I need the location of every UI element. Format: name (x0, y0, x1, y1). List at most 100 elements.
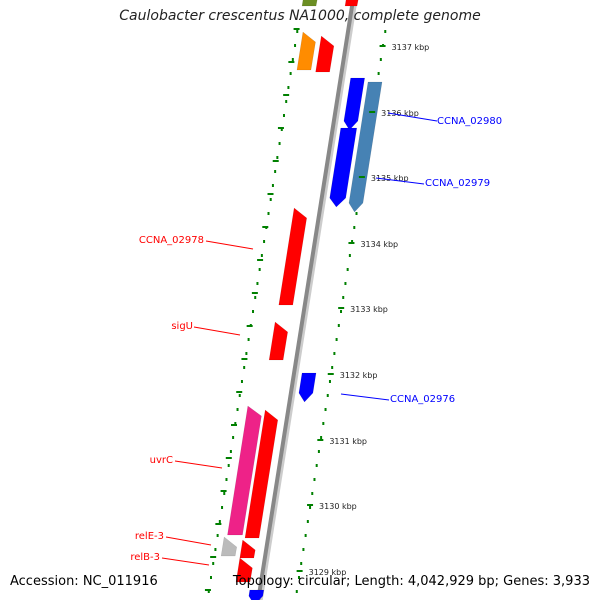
left-track-dot (223, 492, 226, 495)
left-track-dot (282, 114, 285, 117)
right-track-dot (346, 268, 349, 271)
right-track-dot (300, 562, 303, 565)
right-track-dot (320, 436, 323, 439)
left-track-tick (262, 226, 269, 228)
left-track-dot (227, 464, 230, 467)
gene-label: CCNA_02979 (425, 178, 490, 189)
kbp-tick-mark (358, 176, 365, 178)
left-track-dot (245, 352, 248, 355)
left-track-dot (278, 142, 281, 145)
genome-stats-text: Topology: circular; Length: 4,042,929 bp… (232, 574, 590, 589)
left-track-dot (280, 128, 283, 131)
left-track-dot (214, 548, 217, 551)
left-track-tick (283, 94, 290, 96)
right-track-dot (295, 590, 298, 593)
left-track-dot (276, 156, 279, 159)
gene-label-leader (387, 112, 438, 122)
left-track-dot (240, 380, 243, 383)
right-track-dot (315, 464, 318, 467)
right-track-dot (333, 352, 336, 355)
blue-gene-arrow-2 (329, 127, 358, 208)
gene-label: uvrC (150, 455, 173, 466)
left-track-dot (243, 366, 246, 369)
red-gene-arrow-rele3 (239, 539, 256, 559)
gene-arrows (220, 0, 383, 600)
left-track-dot (238, 394, 241, 397)
red-gene-arrow-relb3 (235, 557, 253, 583)
left-track-dot (209, 576, 212, 579)
kbp-tick-mark (327, 373, 334, 375)
right-track-dot (353, 226, 356, 229)
gene-label-leader (205, 240, 254, 250)
gene-label: CCNA_02976 (390, 394, 455, 405)
gene-label-leader (193, 326, 241, 336)
left-track-dot (258, 268, 261, 271)
left-track-tick (288, 61, 295, 63)
gene-label-leader (161, 557, 210, 566)
left-track-dot (263, 240, 266, 243)
right-track-dot (297, 576, 300, 579)
left-track-tick (293, 28, 300, 30)
kbp-label: 3134 kbp (360, 240, 398, 249)
kbp-tick-mark (307, 504, 314, 506)
kbp-tick-mark (348, 242, 355, 244)
kbp-label: 3136 kbp (381, 109, 419, 118)
kbp-label: 3131 kbp (329, 437, 367, 446)
left-track-dot (287, 86, 290, 89)
left-track-dot (225, 478, 228, 481)
left-track-dot (218, 520, 221, 523)
gene-label-texts: CCNA_02980 CCNA_02979 CCNA_02978 sigU CCNA_0… (130, 116, 502, 563)
gene-label-leader (375, 177, 425, 185)
accession-text: Accession: NC_011916 (10, 574, 158, 589)
left-track-tick (236, 391, 243, 393)
red-gene-arrow-long (244, 409, 279, 539)
left-track-tick (241, 358, 248, 360)
left-track-dot (252, 310, 255, 313)
kbp-label: 3137 kbp (392, 43, 430, 52)
blue-gene-arrow-bottom (248, 589, 265, 600)
left-track-tick (272, 160, 279, 162)
left-track-dot (254, 296, 257, 299)
left-track-dot (221, 506, 224, 509)
left-track-dot (267, 212, 270, 215)
magenta-gene-arrow-uvrc (227, 405, 262, 536)
right-track-dot (331, 366, 334, 369)
blue-gene-arrow-1 (343, 77, 365, 131)
right-track-dot (344, 282, 347, 285)
kbp-tick-mark (379, 45, 386, 47)
left-track-dot (285, 100, 288, 103)
red-gene-arrow-ccna02978 (278, 207, 307, 306)
left-track-dot (212, 562, 215, 565)
kbp-tick-mark (369, 111, 376, 113)
kbp-tick-mark (338, 307, 345, 309)
kbp-label: 3133 kbp (350, 305, 388, 314)
backbone (256, 0, 358, 600)
left-track-dot (247, 338, 250, 341)
right-track-dot (355, 212, 358, 215)
left-track-dot (260, 254, 263, 257)
gene-label: CCNA_02980 (437, 116, 502, 127)
right-track-dot (337, 324, 340, 327)
right-track-dot (322, 422, 325, 425)
right-track-dot (309, 506, 312, 509)
left-track-tick (246, 325, 253, 327)
kbp-label: 3129 kbp (309, 568, 347, 577)
right-track-dot (340, 310, 343, 313)
left-track-dot (256, 282, 259, 285)
right-track-dot (377, 72, 380, 75)
left-track-tick (225, 457, 232, 459)
left-track-dot (207, 590, 210, 593)
left-track-dot (294, 44, 297, 47)
gene-label-lines (161, 112, 438, 566)
right-track-dot (306, 520, 309, 523)
left-track-tick (267, 193, 274, 195)
left-track-tick (251, 292, 258, 294)
gene-label: CCNA_02978 (139, 235, 204, 246)
left-track-tick (210, 556, 217, 558)
blue-gene-arrow-ccna02976 (298, 372, 317, 403)
gene-label: sigU (171, 321, 193, 332)
orange-gene-arrow (296, 31, 316, 71)
right-track-dot (328, 380, 331, 383)
left-track-dot (291, 58, 294, 61)
red-gene-arrow-top (344, 0, 359, 7)
